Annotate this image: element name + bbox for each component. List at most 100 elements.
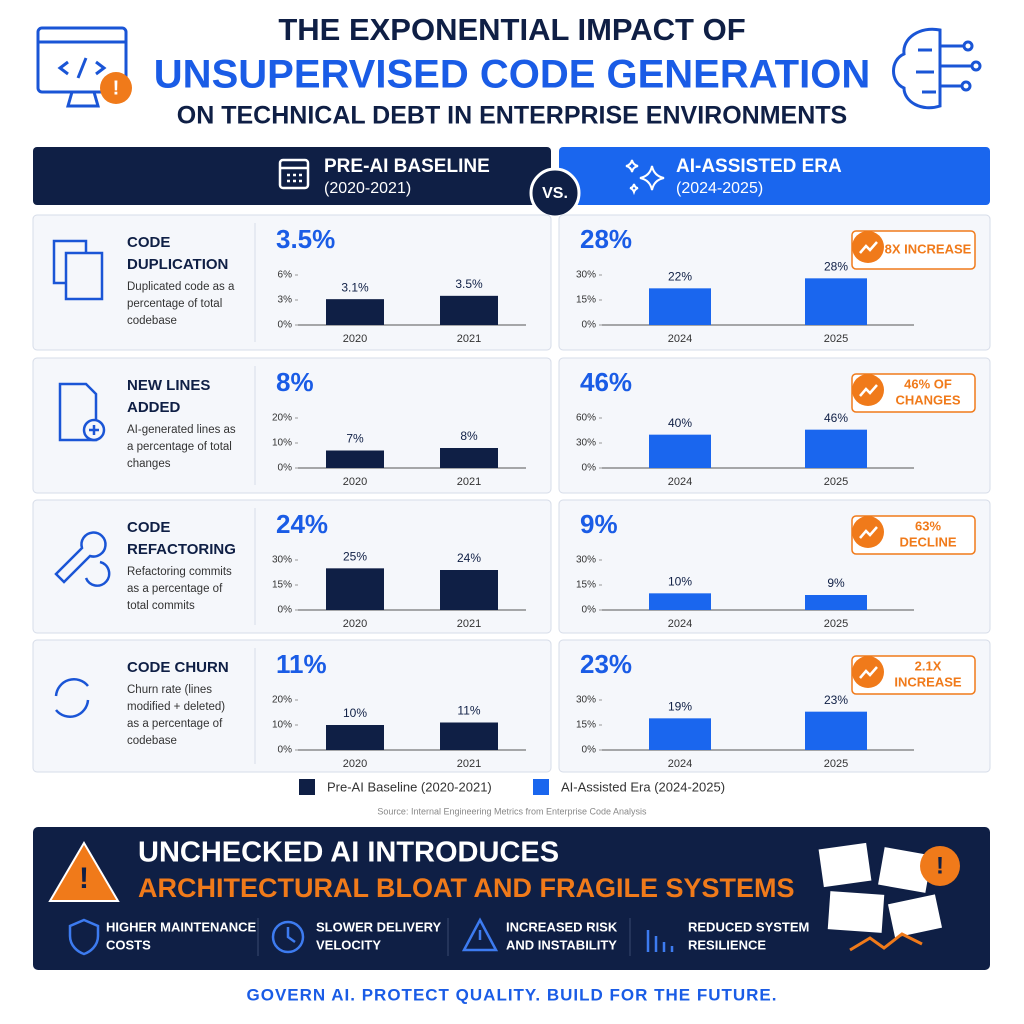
headline-value: 9% (580, 509, 618, 539)
pre-ai-header (33, 147, 551, 205)
x-tick-label: 2024 (668, 476, 692, 488)
alert-glyph: ! (113, 77, 120, 99)
x-tick-label: 2024 (668, 618, 692, 630)
ai-era-header (559, 147, 990, 205)
calendar-icon (278, 158, 310, 190)
bar-chart: 8% 0% 10% 20% 7% 2020 8% 2021 (272, 367, 526, 488)
banner-alert-glyph: ! (936, 852, 944, 879)
banner-item-text: AND INSTABILITY (506, 937, 617, 952)
y-tick-label: 30% (576, 438, 596, 449)
ai-era-period: (2024-2025) (676, 180, 763, 197)
value-label: 7% (346, 432, 364, 446)
annotation-arrow (859, 241, 878, 254)
headline-value: 28% (580, 224, 632, 254)
annotation-badge (851, 515, 976, 555)
metric-panel (32, 499, 552, 634)
metric-icon (54, 678, 90, 718)
legend-label: Pre-AI Baseline (2020-2021) (327, 779, 492, 794)
y-tick-label: 20% (272, 413, 292, 424)
banner-title2: ARCHITECTURAL BLOAT AND FRAGILE SYSTEMS (138, 873, 795, 903)
x-tick-label: 2020 (343, 476, 367, 488)
source-note: Source: Internal Engineering Metrics fro… (377, 806, 647, 816)
value-label: 22% (668, 270, 692, 284)
annotation-text: INCREASE (894, 674, 962, 689)
y-tick-label: 30% (576, 555, 596, 566)
y-tick-label: 0% (582, 745, 597, 756)
headline-value: 8% (276, 367, 314, 397)
y-tick-label: 0% (582, 605, 597, 616)
value-label: 23% (824, 693, 848, 707)
y-tick-label: 30% (272, 555, 292, 566)
x-tick-label: 2025 (824, 618, 848, 630)
metric-name: CODE (127, 519, 170, 536)
banner-item-text: COSTS (106, 937, 151, 952)
cycle (54, 678, 90, 718)
title-line1: THE EXPONENTIAL IMPACT OF (278, 12, 745, 47)
banner-item-text: SLOWER DELIVERY (316, 919, 442, 934)
bar (649, 718, 711, 750)
annotation-text: 63% (915, 518, 941, 533)
bar (326, 568, 384, 610)
bar-chart: 28% 0% 15% 30% 22% 2024 28% 2025 8X INCREASE (576, 224, 976, 345)
metric-description: changes (127, 458, 171, 470)
legend-swatch (533, 779, 549, 795)
headline-value: 46% (580, 367, 632, 397)
metric-panel (32, 639, 552, 773)
bar (440, 295, 498, 325)
metric-description: Duplicated code as a (127, 281, 235, 293)
value-label: 10% (343, 706, 367, 720)
bar (805, 711, 867, 750)
banner-item-icon (646, 930, 674, 952)
bar (326, 725, 384, 750)
bar (805, 429, 867, 468)
bar (326, 299, 384, 325)
metric-panel (32, 357, 552, 494)
metric-name: DUPLICATION (127, 256, 228, 273)
annotation-badge (851, 373, 976, 413)
value-label: 19% (668, 700, 692, 714)
banner-alert (920, 846, 960, 886)
metric-icon (54, 531, 111, 587)
x-tick-label: 2020 (343, 618, 367, 630)
banner-title1: UNCHECKED AI INTRODUCES (138, 837, 559, 869)
annotation-text: 8X INCREASE (885, 241, 972, 256)
metric-name: REFACTORING (127, 541, 236, 558)
x-tick-label: 2021 (457, 333, 481, 345)
value-label: 3.1% (341, 280, 369, 294)
annotation-arrow (859, 526, 878, 539)
wrench (54, 531, 107, 584)
sparkle-icon (625, 159, 665, 196)
x-tick-label: 2020 (343, 758, 367, 770)
alert-badge (100, 72, 132, 104)
x-tick-label: 2021 (457, 618, 481, 630)
y-tick-label: 0% (582, 320, 597, 331)
bar-chart: 3.5% 0% 3% 6% 3.1% 2020 3.5% 2021 (276, 224, 526, 345)
legend-swatch (299, 779, 315, 795)
value-label: 10% (668, 575, 692, 589)
bar-chart: 24% 0% 15% 30% 25% 2020 24% 2021 (272, 509, 526, 630)
bar (649, 434, 711, 468)
y-tick-label: 30% (576, 270, 596, 281)
ai-era-title: AI-ASSISTED ERA (676, 156, 842, 177)
bar (440, 570, 498, 610)
metric-description: a percentage of total (127, 441, 232, 453)
banner-item-text: HIGHER MAINTENANCE (106, 919, 257, 934)
value-label: 11% (457, 704, 480, 718)
headline-value: 11% (276, 649, 327, 679)
metric-description: codebase (127, 735, 177, 747)
annotation-text: 46% OF (904, 376, 952, 391)
annotation-badge (851, 230, 976, 270)
x-tick-label: 2024 (668, 333, 692, 345)
y-tick-label: 0% (278, 745, 293, 756)
banner-item-text: REDUCED SYSTEM (688, 919, 809, 934)
annotation-badge (851, 655, 976, 695)
metric-description: modified + deleted) (127, 701, 225, 713)
metric-panel (32, 214, 552, 351)
doc-shape (64, 251, 104, 301)
banner-item-icon (271, 920, 305, 954)
triangle (461, 917, 499, 952)
annotation-text: DECLINE (899, 534, 956, 549)
value-label: 8% (460, 429, 478, 443)
